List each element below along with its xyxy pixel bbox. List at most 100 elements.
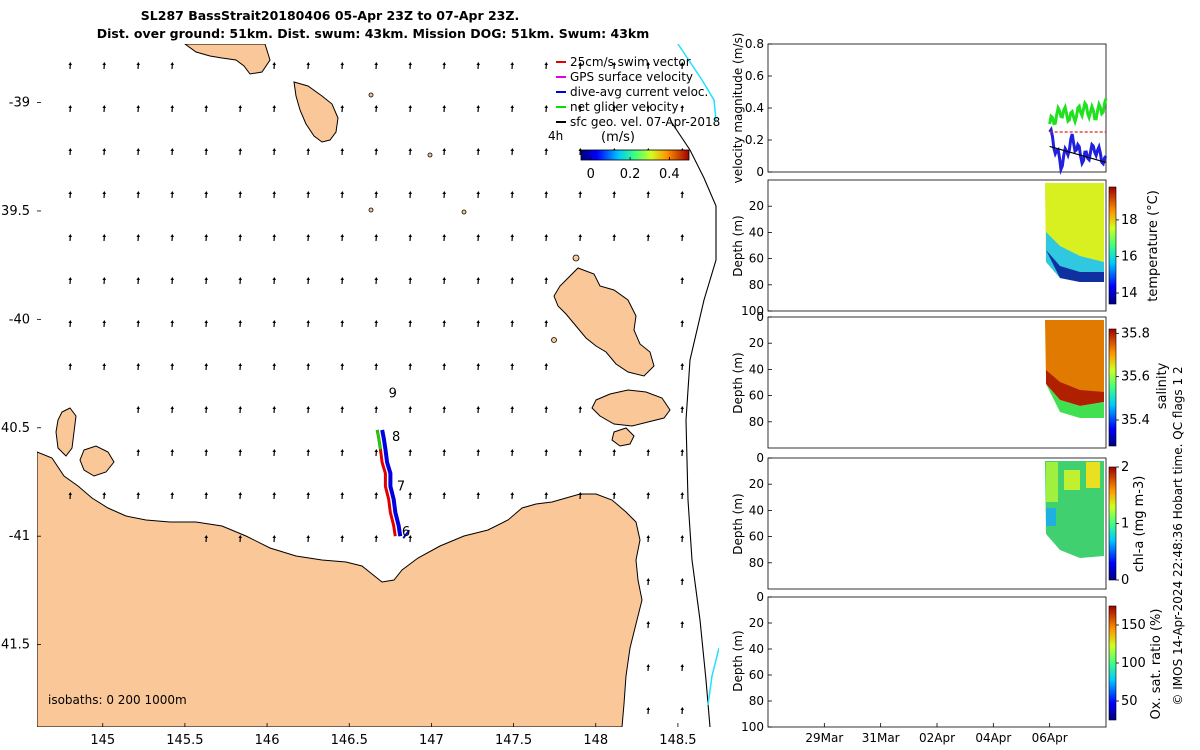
depth-tick-label: 80: [749, 556, 764, 570]
velocity-arrowhead: [578, 234, 582, 237]
velocity-arrowhead: [306, 234, 310, 237]
oxygen-colorbar-ticks: 50 100 150: [1116, 618, 1146, 709]
colorbar-tick-label: 150: [1121, 618, 1146, 633]
colorbar-tick-label: 2: [1121, 460, 1129, 475]
velocity-arrowhead: [170, 363, 174, 366]
velocity-arrowhead: [680, 105, 684, 108]
velocity-arrowhead: [646, 535, 650, 538]
day-marker-label: 6: [402, 525, 410, 540]
velocity-arrowhead: [680, 535, 684, 538]
velocity-arrowhead: [238, 320, 242, 323]
velocity-arrowhead: [408, 234, 412, 237]
velocity-arrowhead: [238, 449, 242, 452]
time-axis: 29Mar 31Mar 02Apr 04Apr 06Apr: [805, 723, 1068, 745]
velocity-arrowhead: [272, 492, 276, 495]
velocity-arrowhead: [442, 234, 446, 237]
velocity-arrowhead: [476, 277, 480, 280]
chla-patch: [1046, 508, 1056, 526]
land-cape-barren-island: [591, 389, 671, 427]
velocity-arrowhead: [646, 62, 650, 65]
velocity-arrowhead: [578, 105, 582, 108]
day-markers: 9 8 7 6: [389, 386, 410, 540]
map-x-axis: 145 145.5 146 146.5 147 147.5 148 148.5: [90, 723, 697, 748]
velocity-arrowhead: [306, 535, 310, 538]
velocity-arrowhead: [170, 492, 174, 495]
colorbar-label: (m/s): [601, 130, 635, 145]
depth-tick-label: 100: [741, 304, 764, 318]
velocity-arrowhead: [306, 320, 310, 323]
figure-title-line2: Dist. over ground: 51km. Dist. swum: 43k…: [97, 26, 650, 41]
map-panel: 9 8 7 6 145 145.5 146 146.5 147 147.5 148 148.5 -3…: [1, 44, 720, 748]
velocity-arrowhead: [646, 234, 650, 237]
salinity-bottom: [1046, 384, 1104, 418]
velocity-arrowhead: [204, 406, 208, 409]
velocity-arrowhead: [374, 148, 378, 151]
islet: [572, 254, 580, 262]
glider-track: [375, 429, 411, 539]
temperature-colorbar-ticks: 14 16 18: [1116, 213, 1138, 301]
depth-tick-label: 80: [749, 694, 764, 708]
velocity-arrowhead: [136, 148, 140, 151]
velocity-arrowhead: [510, 449, 514, 452]
islet: [427, 152, 433, 158]
colorbar-tick-label: 18: [1121, 213, 1138, 228]
velocity-arrowhead: [680, 492, 684, 495]
velocity-arrowhead: [408, 62, 412, 65]
velocity-arrowhead: [408, 535, 412, 538]
velocity-arrowhead: [170, 105, 174, 108]
colorbar-tick-label: 1: [1121, 517, 1129, 532]
net-glider-velocity-track: [375, 429, 382, 450]
velocity-arrowhead: [272, 535, 276, 538]
temperature-depth-axis: 20 40 60 80 100: [741, 199, 772, 318]
velocity-arrowhead: [272, 277, 276, 280]
velocity-arrowhead: [408, 492, 412, 495]
velocity-arrowhead: [204, 492, 208, 495]
velocity-arrowhead: [510, 105, 514, 108]
chla-depth-label: Depth (m): [731, 493, 745, 554]
velocity-arrowhead: [102, 62, 106, 65]
velocity-arrowhead: [476, 449, 480, 452]
velocity-arrowhead: [442, 105, 446, 108]
velocity-arrowhead: [476, 62, 480, 65]
velocity-arrowhead: [374, 492, 378, 495]
velocity-arrowhead: [306, 449, 310, 452]
velocity-arrowhead: [442, 492, 446, 495]
velocity-arrowhead: [578, 492, 582, 495]
day-marker-label: 8: [392, 430, 400, 445]
velocity-arrowhead: [374, 62, 378, 65]
depth-tick-label: 40: [749, 642, 764, 656]
velocity-arrowhead: [408, 148, 412, 151]
velocity-arrowhead: [204, 105, 208, 108]
velocity-arrowhead: [68, 363, 72, 366]
velocity-arrowhead: [408, 406, 412, 409]
velocity-arrowhead: [68, 234, 72, 237]
land-king-island: [293, 81, 339, 143]
colorbar-tick-label: 16: [1121, 249, 1138, 264]
velocity-arrowhead: [136, 62, 140, 65]
temperature-panel: 14 16 18 20 40 60 80 100 Depth (m) temperature…: [731, 179, 1161, 318]
velocity-arrowhead: [510, 148, 514, 151]
velocity-arrowhead: [340, 62, 344, 65]
depth-tick-label: 60: [749, 668, 764, 682]
velocity-arrowhead: [68, 277, 72, 280]
map-colorbar-tick-label: 0.4: [659, 167, 680, 182]
velocity-y-axis: 0 0.2 0.4 0.6 0.8: [745, 37, 772, 179]
velocity-arrowhead: [476, 148, 480, 151]
depth-tick-label: 80: [749, 278, 764, 292]
velocity-arrowhead: [510, 234, 514, 237]
velocity-arrowhead: [544, 406, 548, 409]
map-colorbar-ticks: 0 0.2 0.4: [587, 157, 680, 182]
figure-title-line1: SL287 BassStrait20180406 05-Apr 23Z to 0…: [141, 8, 519, 23]
velocity-arrowhead: [102, 148, 106, 151]
colorbar-tick-label: 50: [1121, 694, 1138, 709]
map-x-tick-label: 146: [255, 733, 280, 748]
velocity-arrowhead: [442, 62, 446, 65]
chla-cbar-label: chl-a (mg m-3): [1132, 476, 1147, 573]
velocity-arrowhead: [612, 234, 616, 237]
map-x-tick-label: 146.5: [331, 733, 368, 748]
land-flinders-island: [553, 267, 655, 377]
velocity-arrowhead: [204, 535, 208, 538]
velocity-arrowhead: [68, 105, 72, 108]
colorbar-tick-label: 14: [1121, 286, 1138, 301]
chla-depth-axis: 0 20 40 60 80: [749, 451, 772, 570]
